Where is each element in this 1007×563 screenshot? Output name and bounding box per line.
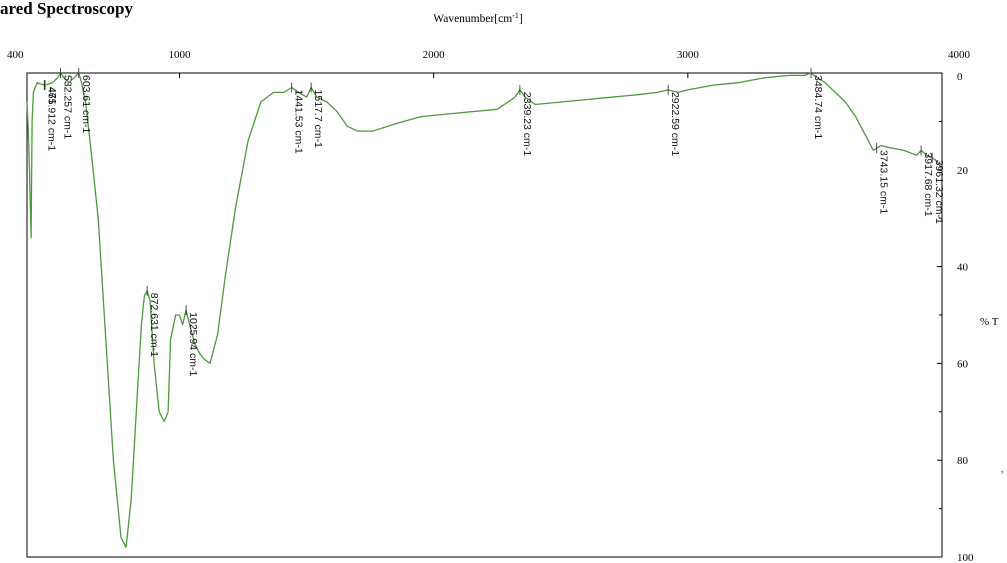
peak-label: 3743.15 cm-1: [878, 150, 890, 214]
spectrum-line: [26, 72, 943, 548]
x-tick-label: 2000: [423, 49, 446, 61]
peak-annotation: 3484.74 cm-1: [810, 68, 824, 139]
peak-label: 465.912 cm-1: [45, 87, 57, 151]
y-tick-label: 20: [957, 165, 969, 177]
peak-annotation: 3917.68 cm-1: [920, 145, 934, 217]
peak-annotation: 1441.53 cm-1: [291, 82, 305, 154]
peak-label: 3917.68 cm-1: [922, 152, 934, 216]
peak-label: 2922.59 cm-1: [669, 92, 681, 156]
peak-label: 1517.7 cm-1: [312, 90, 324, 149]
x-axis-title-sup: -1: [512, 11, 519, 20]
x-axis-title-base: Wavenumber[cm: [433, 13, 512, 25]
peak-annotation: 3961.32 cm-1: [931, 152, 945, 224]
peak-annotation: 1517.7 cm-1: [310, 82, 324, 149]
x-axis-title: Wavenumber[cm-1]: [433, 11, 522, 25]
peak-label: 872.631 cm-1: [148, 293, 160, 357]
y-axis-title: % T: [980, 316, 999, 328]
peak-label: 1441.53 cm-1: [293, 90, 305, 154]
x-tick-label: 4000: [948, 49, 971, 61]
peak-label: 603.61 cm-1: [80, 75, 92, 134]
peak-label: 3484.74 cm-1: [812, 75, 824, 139]
peak-annotation: 603.61 cm-1: [78, 68, 92, 134]
peak-annotation: 532.257 cm-1: [60, 68, 74, 139]
peak-label: 532.257 cm-1: [62, 75, 74, 139]
x-tick-label: 3000: [677, 49, 700, 61]
peak-annotation: 872.631 cm-1: [146, 285, 160, 357]
peak-annotation: 2922.59 cm-1: [667, 84, 681, 156]
peak-annotation: 1025.94 cm-1: [185, 305, 199, 377]
peak-annotation: 465.912 cm-1: [43, 79, 57, 151]
x-axis-title-end: ]: [519, 13, 523, 25]
y-tick-label: 100: [957, 552, 974, 563]
peak-annotation: 3743.15 cm-1: [876, 143, 890, 214]
x-tick-label: 1000: [169, 49, 192, 61]
plot-frame: [26, 72, 943, 558]
stray-mark: ,: [1001, 464, 1004, 475]
x-tick-label: 400: [7, 49, 24, 61]
page-heading: ared Spectroscopy: [0, 0, 134, 18]
y-tick-label: 0: [957, 71, 963, 83]
y-tick-label: 80: [957, 455, 969, 467]
peak-label: 3961.32 cm-1: [933, 160, 945, 224]
y-tick-label: 60: [957, 358, 969, 370]
peak-label: 2339.23 cm-1: [521, 92, 533, 156]
peak-label: 471: [46, 87, 58, 105]
peak-label: 1025.94 cm-1: [187, 312, 199, 376]
peak-annotation: 471: [44, 80, 58, 105]
y-tick-label: 40: [957, 262, 969, 274]
peak-annotation: 2339.23 cm-1: [519, 84, 533, 156]
